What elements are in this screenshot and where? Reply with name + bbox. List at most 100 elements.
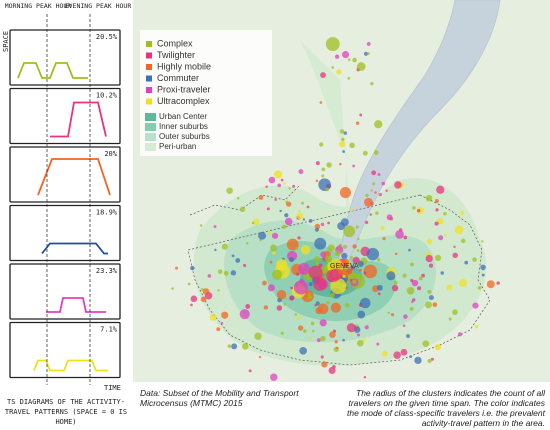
cluster (339, 129, 345, 134)
cluster (263, 305, 269, 310)
cluster (486, 280, 495, 289)
cluster (273, 170, 283, 179)
cluster (411, 279, 419, 287)
cluster (391, 284, 399, 292)
cluster (409, 355, 413, 359)
canton-border (187, 184, 491, 366)
cluster (342, 244, 348, 249)
cluster (346, 323, 356, 333)
cluster (315, 301, 320, 306)
cluster (365, 220, 369, 224)
cluster (356, 249, 360, 252)
cluster (284, 217, 293, 226)
cluster (328, 366, 336, 375)
activity-profile (37, 158, 111, 196)
share-label: 7.1% (100, 326, 118, 334)
legend-swatch (146, 75, 152, 82)
cluster (385, 189, 388, 192)
cluster (393, 351, 401, 359)
legend-label: Highly mobile (157, 61, 211, 71)
cluster (454, 225, 464, 235)
cluster (434, 254, 442, 262)
cluster (357, 339, 364, 347)
cluster (417, 286, 422, 291)
cluster (251, 221, 255, 225)
cluster (352, 244, 357, 249)
cluster (338, 140, 346, 148)
cluster (472, 257, 477, 262)
cluster (303, 329, 307, 333)
cluster (408, 248, 411, 252)
cluster (246, 242, 249, 245)
legend-label: Inner suburbs (159, 122, 208, 131)
diagram-panel (9, 29, 121, 86)
cluster (359, 297, 371, 309)
cluster (376, 284, 383, 291)
cluster (276, 289, 287, 300)
cluster (359, 113, 363, 117)
cluster (402, 273, 407, 278)
cluster (306, 205, 310, 209)
cluster (283, 303, 287, 306)
cluster (330, 302, 341, 313)
cluster (292, 184, 296, 188)
cluster (265, 185, 268, 188)
cluster (366, 52, 370, 55)
cluster (171, 287, 174, 290)
cluster (266, 207, 270, 211)
cluster (272, 269, 283, 280)
cluster (412, 206, 416, 210)
cluster (248, 369, 252, 373)
cluster (298, 262, 311, 275)
cluster (202, 288, 210, 295)
cluster (430, 357, 434, 361)
cluster (319, 142, 324, 147)
map: GENEVA (133, 0, 550, 382)
cluster (394, 252, 398, 256)
cluster (394, 181, 402, 189)
cluster (364, 197, 373, 207)
cluster (435, 208, 439, 212)
cluster (279, 209, 282, 213)
cluster (221, 243, 228, 250)
cluster (474, 324, 479, 329)
cluster (217, 289, 220, 292)
cluster (318, 178, 331, 192)
explanation: The radius of the clusters indicates the… (347, 388, 545, 428)
cluster (355, 121, 360, 125)
cluster (231, 343, 238, 350)
cluster (280, 178, 284, 182)
cluster (190, 303, 193, 307)
cluster (175, 266, 179, 270)
cluster (414, 356, 422, 365)
cluster (374, 120, 383, 129)
cluster (432, 302, 438, 307)
cluster (317, 303, 329, 315)
cluster (436, 217, 444, 225)
cluster (277, 183, 282, 188)
cluster (267, 230, 272, 235)
cluster (381, 181, 386, 186)
cluster (314, 223, 321, 230)
cluster (457, 332, 463, 337)
cluster (427, 289, 432, 294)
cluster (200, 296, 207, 303)
cluster (326, 301, 330, 305)
cluster (390, 313, 395, 317)
cluster (295, 247, 299, 250)
activity-profile (50, 101, 107, 138)
cluster (339, 187, 352, 199)
time-label: TIME (104, 384, 121, 392)
cluster (326, 269, 340, 283)
legend-label: Twilighter (157, 50, 195, 60)
cluster (217, 269, 223, 274)
cluster (270, 373, 278, 381)
cluster (271, 232, 279, 239)
cluster (297, 236, 301, 240)
cluster (425, 194, 433, 202)
cluster (386, 214, 393, 221)
cluster (357, 261, 364, 267)
cluster (207, 274, 212, 278)
cluster (336, 69, 342, 75)
